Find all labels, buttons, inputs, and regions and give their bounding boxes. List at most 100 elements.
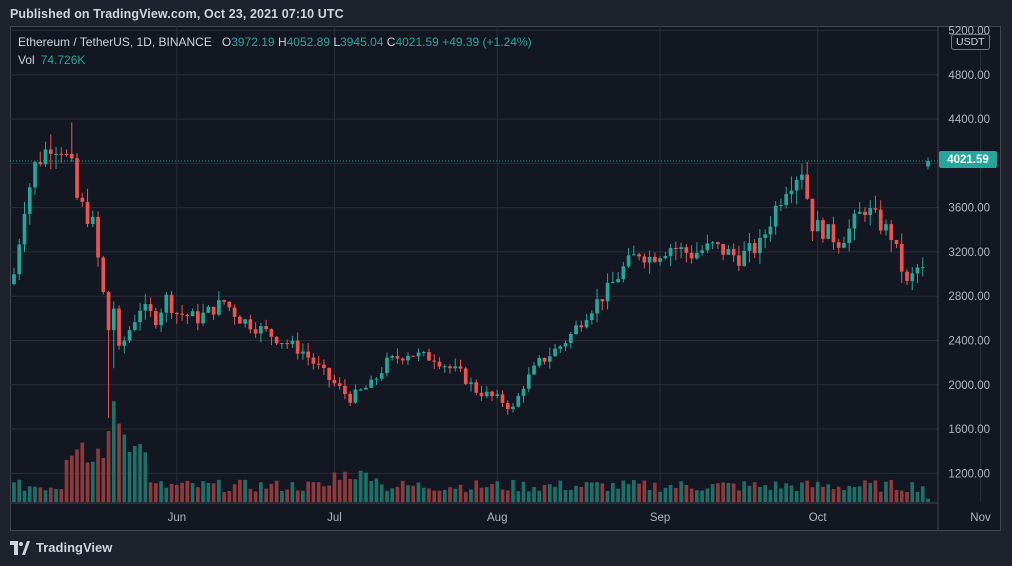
tradingview-text: TradingView — [36, 540, 113, 555]
low-label: L — [333, 35, 341, 49]
volume-bar — [626, 484, 631, 502]
volume-bar — [421, 487, 426, 502]
candle-body — [532, 365, 536, 375]
volume-bar — [752, 482, 757, 502]
volume-bar — [159, 481, 163, 502]
volume-bar — [637, 483, 641, 502]
candle-body — [600, 299, 605, 302]
tradingview-logo-icon — [10, 540, 30, 555]
candle-body — [710, 242, 715, 244]
symbol-label[interactable]: Ethereum / TetherUS, 1D, BINANCE — [18, 35, 212, 49]
volume-bar — [463, 492, 468, 502]
candle-body — [920, 267, 925, 269]
candle-body — [217, 300, 221, 315]
volume-bar — [332, 472, 337, 502]
volume-bar — [610, 482, 615, 502]
candle-body — [385, 357, 389, 374]
volume-bar — [563, 490, 568, 502]
volume-bar — [385, 490, 389, 502]
volume-bar — [868, 482, 873, 502]
candle-body — [201, 312, 205, 324]
volume-bar — [663, 487, 668, 502]
volume-bar — [327, 485, 332, 502]
volume-bar — [411, 485, 416, 502]
volume-bar — [479, 487, 484, 502]
candle-body — [437, 361, 442, 367]
candle-body — [458, 366, 463, 369]
volume-bar — [553, 486, 557, 502]
volume-bar — [106, 431, 111, 502]
volume-bar — [206, 483, 211, 502]
candle-body — [905, 271, 909, 281]
volume-bar — [737, 490, 741, 502]
volume-bar — [27, 486, 32, 502]
candle-body — [295, 340, 300, 354]
volume-bar — [180, 482, 184, 502]
candle-body — [826, 224, 831, 239]
volume-bar — [416, 482, 421, 502]
volume-bar — [700, 490, 704, 502]
price-axis: 1200.00 1600.00 2000.00 2400.00 2800.00 3200.… — [10, 26, 990, 531]
volume-bar — [511, 479, 515, 502]
volume-bar — [899, 490, 904, 502]
volume-bar — [201, 481, 205, 502]
volume-bar — [190, 483, 195, 502]
volume-bar — [448, 487, 452, 502]
candle-body — [815, 220, 820, 232]
candlestick-chart[interactable]: 1200.00 1600.00 2000.00 2400.00 2800.00 3200.… — [10, 26, 1001, 531]
candle-body — [500, 394, 505, 404]
close-label: C — [386, 35, 396, 49]
volume-bar — [547, 484, 552, 502]
chart-frame[interactable] — [10, 26, 1001, 531]
candle-body — [852, 213, 857, 229]
volume-bar — [458, 484, 463, 502]
candle-body — [511, 406, 515, 410]
volume-bar — [138, 444, 142, 502]
volume-bar — [12, 482, 16, 502]
volume-bar — [400, 480, 405, 502]
candle-body — [658, 258, 662, 262]
volume-bar — [80, 442, 85, 502]
volume-bar — [484, 487, 489, 502]
volume-bar — [353, 479, 358, 502]
close-value: 4021.59 — [395, 35, 439, 49]
candle-body — [626, 255, 631, 267]
tradingview-logo[interactable]: TradingView — [10, 540, 112, 555]
candle-body — [768, 226, 773, 235]
candle-body — [563, 343, 568, 347]
volume-bar — [427, 488, 431, 502]
candle-body — [679, 247, 683, 250]
candle-body — [763, 234, 767, 238]
candle-body — [910, 273, 915, 281]
volume-bar — [395, 486, 400, 502]
volume-bar — [243, 479, 247, 502]
candle-body — [196, 311, 200, 324]
volume-bar — [164, 487, 169, 502]
currency-badge[interactable]: USDT — [951, 34, 990, 50]
candle-body — [789, 190, 794, 195]
candle-body — [416, 352, 421, 357]
volume-bar — [22, 490, 27, 502]
volume-bar — [537, 490, 542, 502]
candle-body — [695, 252, 699, 259]
volume-bar — [526, 491, 531, 502]
candle-body — [747, 243, 752, 251]
price-tick-label: 1200.00 — [948, 468, 990, 480]
volume-bar — [33, 486, 37, 502]
candle-body — [395, 356, 400, 359]
volume-bar — [731, 483, 736, 502]
volume-bar — [54, 489, 58, 502]
candle-body — [54, 153, 58, 155]
volume-bar — [290, 482, 295, 502]
candle-body — [143, 304, 148, 311]
volume-bar — [259, 482, 263, 502]
candle-body — [584, 320, 589, 328]
volume-bar — [311, 482, 316, 502]
volume-bar — [878, 491, 883, 502]
candle-body — [595, 299, 599, 314]
volume-bar — [495, 481, 500, 502]
volume-bar — [873, 480, 878, 502]
volume-bar — [558, 480, 563, 502]
candle-body — [332, 379, 337, 384]
volume-bar — [232, 484, 237, 502]
